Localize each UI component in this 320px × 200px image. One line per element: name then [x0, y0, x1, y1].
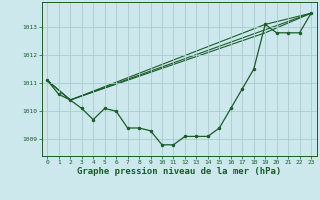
- X-axis label: Graphe pression niveau de la mer (hPa): Graphe pression niveau de la mer (hPa): [77, 167, 281, 176]
